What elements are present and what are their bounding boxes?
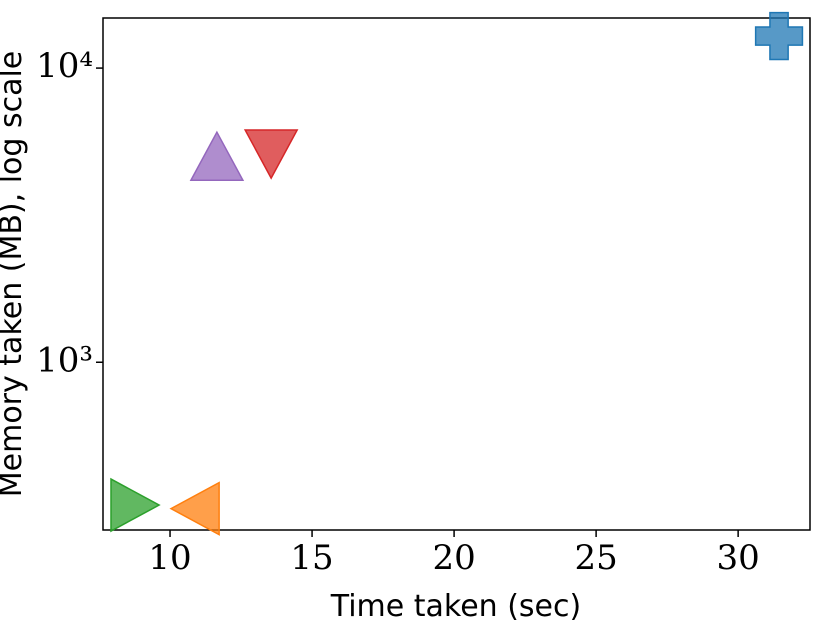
- scatter-point: [754, 11, 804, 61]
- plot-frame: [102, 17, 811, 531]
- x-tick-label: 20: [432, 538, 475, 578]
- y-axis-label: Memory taken (MB), log scale: [0, 51, 29, 498]
- scatter-point: [110, 477, 161, 533]
- x-axis-label: Time taken (sec): [330, 589, 581, 623]
- scatter-point: [169, 481, 220, 536]
- x-tick-label: 15: [290, 538, 333, 578]
- y-tick-label: 10³: [36, 340, 93, 380]
- x-tick-label: 25: [574, 538, 617, 578]
- x-tick-label: 10: [148, 538, 191, 578]
- y-tick-label: 10⁴: [36, 46, 93, 86]
- x-tick-label: 30: [717, 538, 760, 578]
- scatter-point: [189, 130, 245, 182]
- scatter-point: [243, 129, 299, 180]
